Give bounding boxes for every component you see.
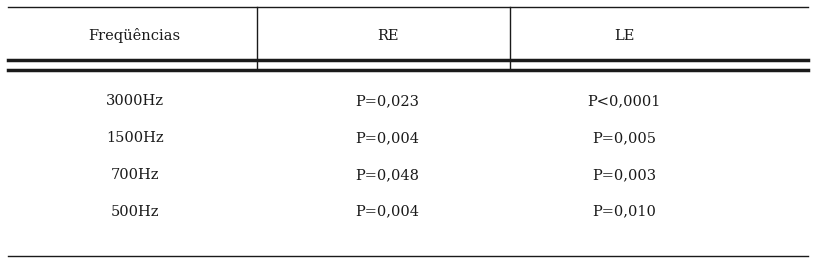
Text: RE: RE [377,28,398,43]
Text: Freqüências: Freqüências [89,28,180,43]
Text: 3000Hz: 3000Hz [105,94,164,108]
Text: P=0,023: P=0,023 [356,94,419,108]
Text: P=0,004: P=0,004 [356,131,419,145]
Text: P<0,0001: P<0,0001 [588,94,661,108]
Text: 700Hz: 700Hz [110,168,159,182]
Text: P=0,004: P=0,004 [356,205,419,219]
Text: 1500Hz: 1500Hz [106,131,163,145]
Text: 500Hz: 500Hz [110,205,159,219]
Text: P=0,005: P=0,005 [592,131,656,145]
Text: P=0,048: P=0,048 [356,168,419,182]
Text: P=0,010: P=0,010 [592,205,656,219]
Text: P=0,003: P=0,003 [592,168,656,182]
Text: LE: LE [614,28,634,43]
